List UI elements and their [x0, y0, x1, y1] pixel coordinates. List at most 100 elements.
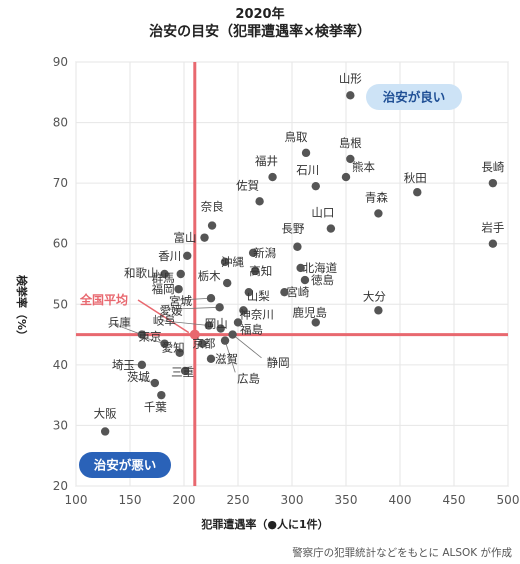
point-宮城 [206, 294, 216, 303]
point-宮崎 [280, 287, 289, 297]
point-label: 鳥取 [285, 130, 308, 144]
point-群馬 [176, 269, 185, 279]
point-熊本 [341, 172, 351, 182]
point-京都 [198, 339, 207, 348]
y-tick-label: 20 [53, 479, 68, 493]
x-tick-label: 200 [173, 493, 196, 507]
point-label: 福岡 [152, 282, 175, 296]
x-tick-label: 450 [443, 493, 466, 507]
point-label: 愛媛 [160, 303, 183, 317]
point-静岡 [228, 330, 237, 339]
x-tick-label: 500 [497, 493, 520, 507]
point-高知 [251, 266, 260, 276]
point-山形 [346, 91, 355, 100]
point-label: 岡山 [205, 317, 228, 331]
national-average-lines [76, 62, 508, 486]
source-note: 警察庁の犯罪統計などをもとに ALSOK が作成 [292, 546, 512, 559]
point-長崎 [488, 178, 498, 188]
point-香川 [183, 251, 192, 261]
point-label: 埼玉 [112, 358, 135, 372]
leader-line [168, 306, 220, 310]
x-axis-title: 犯罪遭遇率（●人に1件） [200, 517, 328, 531]
point-label: 静岡 [267, 356, 290, 370]
point-label: 滋賀 [215, 352, 238, 366]
point-label: 佐賀 [236, 178, 259, 192]
point-label: 岐阜 [153, 313, 176, 327]
leader-line [161, 320, 209, 326]
chart-year: 2020年 [235, 6, 284, 22]
point-大阪 [100, 427, 110, 436]
good-badge: 治安が良い [366, 84, 462, 110]
point-和歌山 [160, 269, 169, 279]
point-label: 新潟 [253, 246, 276, 260]
leader-line [232, 334, 262, 359]
point-label: 広島 [237, 372, 260, 386]
x-tick-label: 350 [335, 493, 358, 507]
point-label: 和歌山 [124, 266, 159, 280]
bad-badge: 治安が悪い [79, 452, 171, 478]
leader-line [224, 340, 236, 373]
point-沖縄 [220, 257, 230, 267]
point-広島 [220, 336, 230, 345]
gridlines [75, 61, 509, 487]
leader-line [175, 297, 212, 301]
point-label: 大分 [363, 289, 386, 303]
point-label: 山梨 [247, 289, 270, 303]
point-滋賀 [206, 354, 216, 363]
point-栃木 [223, 278, 232, 288]
point-label: 島根 [339, 136, 362, 150]
x-tick-label: 100 [65, 493, 88, 507]
point-秋田 [413, 188, 422, 197]
y-tick-label: 40 [53, 358, 68, 372]
point-label: 北海道 [303, 261, 338, 275]
point-石川 [311, 181, 320, 191]
point-label: 大阪 [94, 406, 117, 420]
point-北海道 [296, 263, 305, 273]
point-label: 山口 [311, 206, 334, 220]
point-岩手 [488, 239, 498, 248]
point-label: 青森 [365, 190, 388, 204]
point-福井 [268, 172, 277, 182]
point-青森 [374, 209, 383, 218]
point-label: 千葉 [144, 400, 167, 414]
point-label: 鹿児島 [293, 305, 328, 319]
point-label: 三重 [171, 365, 194, 379]
y-tick-labels: 20 30 40 50 60 70 80 90 [53, 55, 68, 493]
point-label: 香川 [158, 249, 181, 263]
point-山梨 [244, 287, 253, 297]
data-points [100, 91, 498, 436]
leader-line [116, 363, 142, 366]
point-福島 [233, 318, 243, 327]
point-label: 茨城 [127, 370, 150, 384]
point-label: 福島 [240, 322, 263, 336]
point-兵庫 [137, 330, 147, 339]
point-島根 [346, 154, 355, 164]
point-label: 神奈川 [239, 307, 274, 321]
point-愛媛 [215, 303, 224, 312]
point-茨城 [150, 378, 160, 388]
point-label: 群馬 [152, 271, 175, 285]
point-label: 東京 [139, 330, 162, 344]
point-label: 栃木 [198, 269, 221, 283]
point-label: 兵庫 [108, 316, 131, 330]
point-富山 [200, 233, 209, 242]
point-神奈川 [239, 306, 248, 315]
x-tick-label: 300 [281, 493, 304, 507]
point-label: 宮崎 [286, 285, 309, 299]
average-pointer [137, 299, 190, 334]
point-label: 秋田 [404, 171, 427, 185]
x-tick-label: 250 [227, 493, 250, 507]
chart-title: 治安の目安（犯罪遭遇率×検挙率） [149, 23, 371, 40]
point-label: 愛知 [162, 341, 185, 355]
y-tick-label: 90 [53, 55, 68, 69]
y-tick-label: 60 [53, 237, 68, 251]
point-label: 福井 [255, 154, 278, 168]
bad-badge-label: 治安が悪い [94, 458, 157, 473]
point-大分 [374, 306, 383, 315]
leader-line [112, 323, 143, 335]
point-岡山 [216, 324, 225, 333]
point-label: 熊本 [352, 160, 375, 174]
point-佐賀 [255, 197, 264, 206]
